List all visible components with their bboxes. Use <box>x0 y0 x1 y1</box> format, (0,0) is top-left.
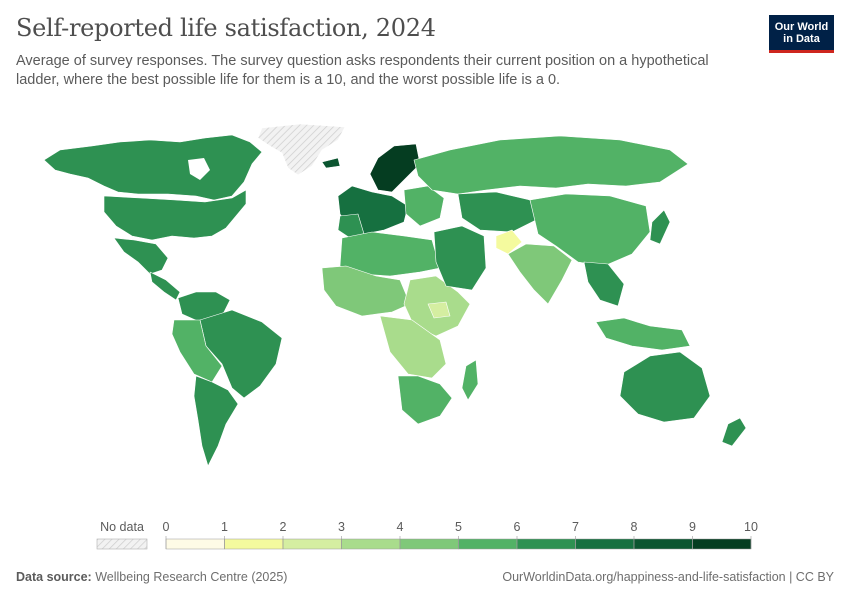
region-brazil[interactable] <box>199 309 283 399</box>
legend-no-data-swatch <box>96 538 148 550</box>
legend-bin-6-7[interactable] <box>516 538 576 550</box>
legend-tick-label: 1 <box>221 520 228 534</box>
legend-bin-4-5[interactable] <box>399 538 459 550</box>
page-title: Self-reported life satisfaction, 2024 <box>16 14 436 42</box>
region-west-africa[interactable] <box>321 265 411 317</box>
hudson-bay <box>188 158 210 180</box>
region-afghanistan[interactable] <box>495 229 523 255</box>
legend-tick-label: 5 <box>455 520 462 534</box>
legend-tick-label: 6 <box>514 520 521 534</box>
region-argentina-chile[interactable] <box>193 375 239 467</box>
region-southern-africa[interactable] <box>397 375 453 425</box>
owid-logo[interactable]: Our World in Data <box>769 15 834 53</box>
legend-bin-5-6[interactable] <box>458 538 518 550</box>
region-central-asia[interactable] <box>457 191 537 233</box>
legend-tick-label: 10 <box>744 520 758 534</box>
region-russia[interactable] <box>413 135 689 195</box>
region-australia[interactable] <box>619 351 711 423</box>
legend-tick-label: 8 <box>631 520 638 534</box>
region-iceland[interactable] <box>321 157 341 169</box>
color-legend: No data 0 1 2 3 4 5 6 7 8 9 10 <box>96 520 758 550</box>
page-subtitle: Average of survey responses. The survey … <box>16 53 709 88</box>
data-source: Data source: Wellbeing Research Centre (… <box>16 570 287 584</box>
data-source-value[interactable]: Wellbeing Research Centre (2025) <box>95 570 288 584</box>
region-middle-east[interactable] <box>433 225 487 291</box>
region-indonesia[interactable] <box>595 317 691 351</box>
legend-bin-9-10[interactable] <box>692 538 752 550</box>
legend-tick-label: 2 <box>280 520 287 534</box>
legend-bin-3-4[interactable] <box>341 538 401 550</box>
legend-tick-label: 7 <box>572 520 579 534</box>
logo-line-2: in Data <box>783 32 820 45</box>
legend-bin-8-9[interactable] <box>633 538 693 550</box>
legend-bin-1-2[interactable] <box>224 538 284 550</box>
region-southeast-asia[interactable] <box>583 261 625 307</box>
world-map <box>43 123 747 467</box>
region-madagascar[interactable] <box>461 359 479 401</box>
region-ethiopia[interactable] <box>427 301 451 319</box>
region-canada[interactable] <box>43 134 263 201</box>
legend-no-data-label: No data <box>100 520 144 534</box>
region-central-africa[interactable] <box>379 315 447 379</box>
region-united-states[interactable] <box>103 189 247 241</box>
legend-tick-label: 0 <box>163 520 170 534</box>
region-scandinavia[interactable] <box>369 143 421 193</box>
region-japan-korea[interactable] <box>649 209 671 245</box>
legend-bin-0-1[interactable] <box>165 538 225 550</box>
logo-line-1: Our World <box>774 20 829 33</box>
legend-tick-label: 9 <box>689 520 696 534</box>
region-mexico[interactable] <box>113 237 169 275</box>
credit-link[interactable]: OurWorldinData.org/happiness-and-life-sa… <box>502 570 834 584</box>
region-new-zealand[interactable] <box>721 417 747 447</box>
legend-bin-7-8[interactable] <box>575 538 635 550</box>
region-eastern-europe[interactable] <box>403 185 445 227</box>
region-central-america[interactable] <box>149 271 181 301</box>
region-south-asia[interactable] <box>507 243 573 305</box>
region-china[interactable] <box>529 193 651 267</box>
legend-tick-label: 4 <box>397 520 404 534</box>
legend-bin-2-3[interactable] <box>282 538 342 550</box>
data-source-label: Data source: <box>16 570 92 584</box>
region-greenland[interactable] <box>257 123 346 176</box>
legend-tick-label: 3 <box>338 520 345 534</box>
